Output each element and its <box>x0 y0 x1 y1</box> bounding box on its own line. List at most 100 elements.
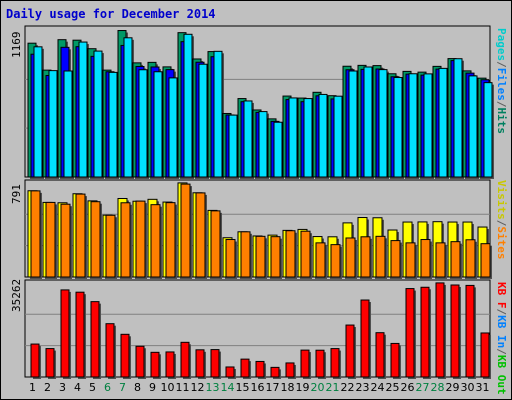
visits-legend: Visits/Sites <box>495 180 508 260</box>
bar-sites-day-11 <box>180 183 191 278</box>
x-tick-label: 4 <box>74 381 81 394</box>
x-tick-label: 21 <box>325 381 340 394</box>
legend-files: Files <box>495 67 508 101</box>
bar-pages-day-18 <box>288 97 298 178</box>
legend-sep: / <box>495 348 508 355</box>
bar-kbf-day-17 <box>270 366 280 378</box>
bar-kbf-day-21 <box>330 348 340 378</box>
bar-kbf-day-30 <box>465 284 475 378</box>
x-tick-label: 27 <box>415 381 430 394</box>
bar-sites-day-5 <box>90 201 101 278</box>
legend-sep: / <box>495 100 508 108</box>
bar-kbf-day-5 <box>90 301 100 378</box>
legend-sites: Sites <box>495 226 508 260</box>
bar-kbf-day-11 <box>180 341 190 378</box>
x-tick-label: 5 <box>89 381 96 394</box>
bar-sites-day-31 <box>480 243 491 278</box>
bar-pages-day-19 <box>303 98 313 178</box>
bar-pages-day-1 <box>33 46 43 178</box>
bar-pages-day-29 <box>453 58 463 178</box>
x-tick-label: 17 <box>265 381 280 394</box>
bar-kbf-day-18 <box>285 362 295 378</box>
x-tick-label: 1 <box>29 381 36 394</box>
x-tick-label: 8 <box>134 381 141 394</box>
bar-sites-day-29 <box>450 241 461 278</box>
bar-sites-day-3 <box>60 203 71 278</box>
bar-sites-day-12 <box>195 192 206 278</box>
kbytes-legend: KB F/KB In/KB Out <box>495 282 508 395</box>
bar-kbf-day-8 <box>135 345 145 378</box>
bar-pages-day-10 <box>168 77 178 178</box>
bar-sites-day-7 <box>120 202 131 278</box>
x-tick-label: 15 <box>235 381 250 394</box>
bar-sites-day-24 <box>375 235 386 278</box>
bar-kbf-day-4 <box>75 291 85 378</box>
bar-kbf-day-15 <box>240 358 250 378</box>
x-tick-label: 10 <box>160 381 175 394</box>
x-tick-label: 25 <box>385 381 400 394</box>
bar-pages-day-28 <box>438 67 448 178</box>
bar-sites-day-20 <box>315 242 326 278</box>
bar-sites-day-17 <box>270 236 281 278</box>
bar-kbf-day-10 <box>165 351 175 378</box>
legend-hits: Hits <box>495 107 508 135</box>
x-tick-label: 13 <box>205 381 220 394</box>
bar-sites-day-23 <box>360 236 371 278</box>
bar-sites-day-2 <box>45 201 56 278</box>
bar-kbf-day-13 <box>210 349 220 378</box>
bar-sites-day-15 <box>240 231 251 278</box>
bar-sites-day-21 <box>330 244 341 278</box>
bar-kbf-day-20 <box>315 349 325 378</box>
x-tick-label: 24 <box>370 381 385 394</box>
legend-visits: Visits <box>495 180 508 220</box>
bar-kbf-day-6 <box>105 323 115 378</box>
bar-sites-day-30 <box>465 239 476 278</box>
bar-kbf-day-3 <box>60 289 70 378</box>
x-tick-label: 11 <box>175 381 190 394</box>
bar-kbf-day-7 <box>120 333 130 378</box>
bar-kbf-day-31 <box>480 332 490 378</box>
bar-kbf-day-27 <box>420 286 430 378</box>
bar-pages-day-20 <box>318 93 328 178</box>
visits-ymax-label: 791 <box>10 184 23 204</box>
bar-pages-day-23 <box>363 66 373 178</box>
x-tick-label: 18 <box>280 381 295 394</box>
bar-sites-day-8 <box>135 200 146 278</box>
bar-sites-day-9 <box>150 204 161 278</box>
bar-sites-day-1 <box>30 190 41 278</box>
bar-pages-day-16 <box>258 111 268 178</box>
bar-kbf-day-25 <box>390 342 400 378</box>
bar-kbf-day-19 <box>300 349 310 378</box>
x-tick-label: 16 <box>250 381 265 394</box>
bar-pages-day-14 <box>228 114 238 178</box>
bar-kbf-day-2 <box>45 348 55 378</box>
bar-sites-day-19 <box>300 230 311 278</box>
bar-pages-day-7 <box>123 37 133 178</box>
bar-pages-day-17 <box>273 121 283 178</box>
x-tick-label: 31 <box>475 381 490 394</box>
bar-pages-day-9 <box>153 71 163 178</box>
bar-pages-day-8 <box>138 69 148 178</box>
hits-ymax-label: 1169 <box>10 31 23 59</box>
bar-sites-day-4 <box>75 193 86 278</box>
bar-sites-day-14 <box>225 239 236 278</box>
bar-kbf-day-23 <box>360 299 370 378</box>
bar-pages-day-22 <box>348 70 358 178</box>
bar-pages-day-26 <box>408 73 418 178</box>
x-tick-label: 20 <box>310 381 325 394</box>
bar-pages-day-24 <box>378 69 388 178</box>
bar-sites-day-25 <box>390 240 401 278</box>
bar-kbf-day-22 <box>345 324 355 378</box>
bar-sites-day-22 <box>345 237 356 278</box>
bar-pages-day-21 <box>333 95 343 178</box>
bar-pages-day-2 <box>48 70 58 178</box>
bar-sites-day-26 <box>405 242 416 278</box>
x-tick-label: 23 <box>355 381 370 394</box>
bar-pages-day-25 <box>393 77 403 178</box>
bar-kbf-day-1 <box>30 343 40 378</box>
bar-kbf-day-28 <box>435 282 445 378</box>
chart-title: Daily usage for December 2014 <box>6 7 216 21</box>
legend-pages: Pages <box>495 28 508 62</box>
bar-kbf-day-26 <box>405 288 415 378</box>
bar-sites-day-6 <box>105 214 116 278</box>
